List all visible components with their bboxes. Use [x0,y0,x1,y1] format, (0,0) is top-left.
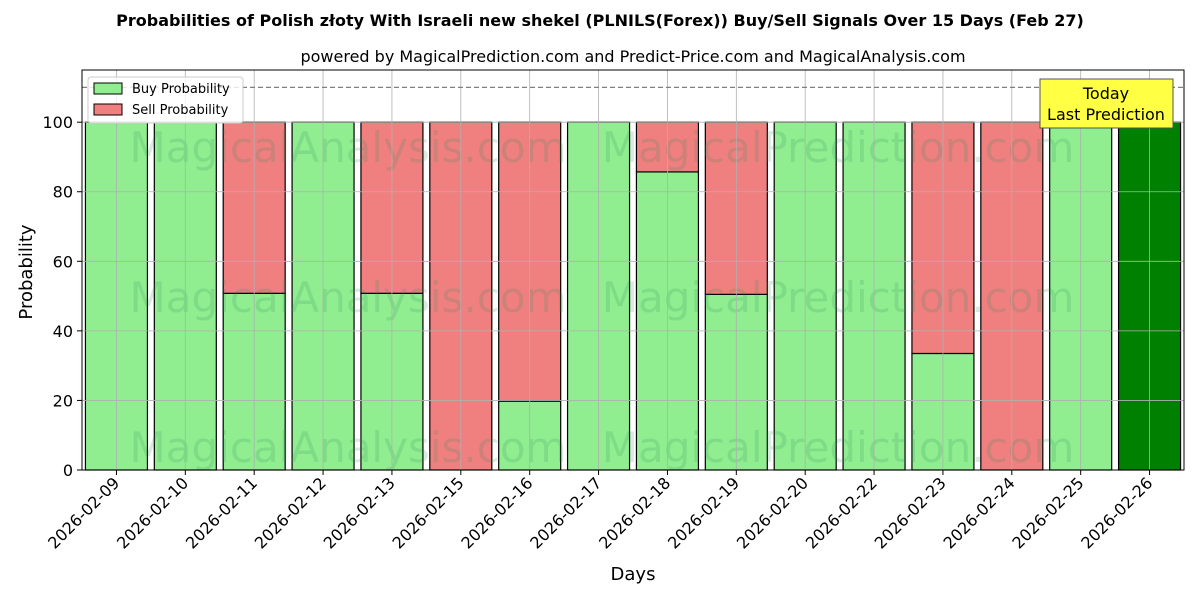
legend-swatch-buy [93,82,123,95]
annotation-box [1039,78,1174,129]
watermark-text: MagicalAnalysis.com [130,423,567,472]
y-axis-label: Probability [16,224,37,319]
y-tick-label: 0 [63,461,73,480]
y-tick-label: 40 [53,322,73,341]
x-tick-label: 2026-02-11 [182,473,261,552]
y-tick-label: 20 [53,391,73,410]
x-tick-label: 2026-02-25 [1008,473,1087,552]
watermark-text: MagicalPrediction.com [602,423,1075,472]
x-tick-label: 2026-02-18 [595,473,674,552]
legend: Buy Probability Sell Probability [87,76,244,124]
plot-frame [81,69,1185,471]
chart-subtitle: powered by MagicalPrediction.com and Pre… [300,47,965,66]
watermark-text: MagicalPrediction.com [602,273,1075,322]
plot-area: MagicalAnalysis.com MagicalPrediction.com… [42,69,1185,553]
x-tick-label: 2026-02-09 [44,473,123,552]
y-tick-label: 80 [53,183,73,202]
today-annotation: Today Last Prediction [1039,78,1174,129]
y-tick-label: 100 [42,113,73,132]
x-tick-label: 2026-02-24 [939,473,1018,552]
watermark-text: MagicalAnalysis.com [130,123,567,172]
annotation-text: Today [1082,84,1129,103]
x-tick-label: 2026-02-26 [1077,473,1156,552]
y-tick-label: 60 [53,252,73,271]
x-tick-label: 2026-02-17 [526,473,605,552]
x-tick-label: 2026-02-10 [113,473,192,552]
legend-swatch-sell [93,103,123,116]
legend-box [87,76,244,124]
x-tick-label: 2026-02-15 [388,473,467,552]
legend-label-buy: Buy Probability [132,82,230,97]
watermark-text: MagicalAnalysis.com [130,273,567,322]
legend-label-sell: Sell Probability [132,103,229,118]
x-tick-label: 2026-02-20 [733,473,812,552]
x-tick-label: 2026-02-19 [664,473,743,552]
chart-title: Probabilities of Polish złoty With Israe… [116,11,1084,30]
x-axis-label: Days [611,564,656,585]
x-tick-label: 2026-02-13 [320,473,399,552]
x-tick-label: 2026-02-12 [251,473,330,552]
annotation-text: Last Prediction [1047,105,1165,124]
x-tick-label: 2026-02-22 [802,473,881,552]
x-tick-label: 2026-02-23 [871,473,950,552]
x-tick-label: 2026-02-16 [457,473,536,552]
watermark-text: MagicalPrediction.com [602,123,1075,172]
